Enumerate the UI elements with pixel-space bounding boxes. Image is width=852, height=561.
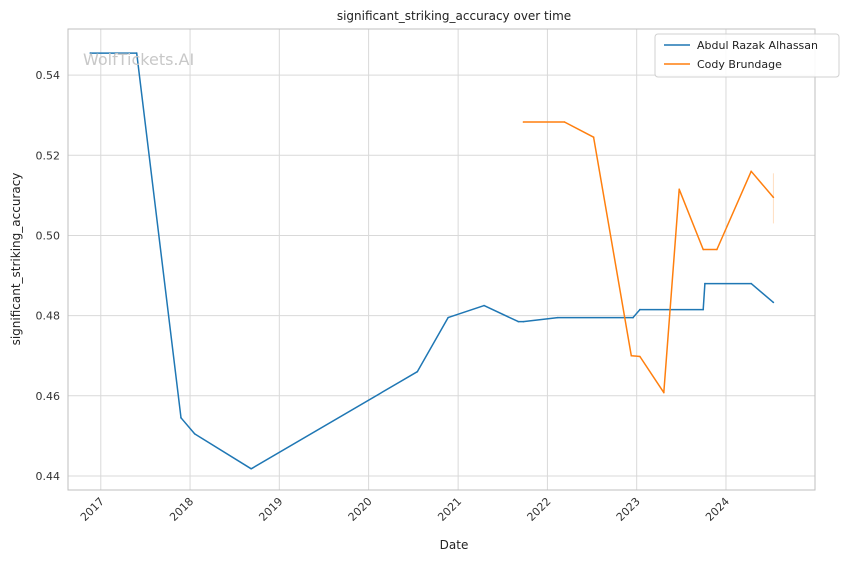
data-point-1-7 <box>702 248 705 251</box>
x-tick-label-2017: 2017 <box>78 495 107 524</box>
data-point-1-2 <box>592 136 595 139</box>
data-point-0-12 <box>639 308 641 311</box>
data-point-0-3 <box>193 433 196 435</box>
data-point-1-6 <box>678 188 681 191</box>
data-point-0-11 <box>632 316 634 319</box>
y-tick-label-0.44: 0.44 <box>36 470 61 483</box>
y-axis-ticks: 0.44 0.46 0.48 0.50 0.52 0.54 <box>36 69 61 483</box>
data-point-0-2 <box>180 417 182 419</box>
data-point-0-15 <box>750 282 752 285</box>
data-point-1-8 <box>716 248 718 251</box>
y-axis-label: significant_striking_accuracy <box>9 173 23 346</box>
data-point-0-13 <box>702 308 705 311</box>
y-tick-label-0.48: 0.48 <box>36 310 61 323</box>
data-point-0-14 <box>704 282 706 285</box>
x-axis-ticks: 2017 2018 2019 2020 2021 2022 2023 2024 <box>78 495 732 524</box>
data-point-1-4 <box>639 355 641 358</box>
data-point-0-16 <box>772 301 775 304</box>
data-point-0-10 <box>556 316 559 319</box>
data-point-1-10 <box>772 196 775 199</box>
data-point-0-0 <box>89 52 92 54</box>
data-point-0-8 <box>517 320 520 323</box>
legend: Abdul Razak Alhassan Cody Brundage <box>654 33 840 78</box>
data-point-0-6 <box>447 316 449 319</box>
data-point-1-3 <box>630 354 633 357</box>
x-tick-label-2020: 2020 <box>346 495 375 524</box>
x-tick-label-2023: 2023 <box>614 495 643 524</box>
x-tick-label-2021: 2021 <box>435 495 464 524</box>
plot-background <box>68 29 815 490</box>
plot-area <box>67 28 816 491</box>
data-point-1-1 <box>563 121 566 123</box>
series-lines <box>89 52 775 470</box>
legend-box <box>654 33 840 78</box>
watermark-text: WolfTickets.AI <box>83 50 194 69</box>
plot-frame <box>67 28 816 491</box>
x-tick-label-2019: 2019 <box>256 495 285 524</box>
y-tick-label-0.54: 0.54 <box>36 69 61 82</box>
data-point-0-1 <box>135 52 138 54</box>
legend-entry-1: Cody Brundage <box>697 58 782 71</box>
x-tick-label-2018: 2018 <box>167 495 196 524</box>
data-point-0-9 <box>522 320 525 323</box>
data-point-0-7 <box>483 304 485 307</box>
y-tick-label-0.46: 0.46 <box>36 390 61 403</box>
y-tick-label-0.52: 0.52 <box>36 149 61 162</box>
x-tick-label-2024: 2024 <box>703 495 732 524</box>
y-tick-label-0.50: 0.50 <box>36 229 61 242</box>
data-point-0-5 <box>416 370 419 373</box>
x-tick-label-2022: 2022 <box>525 495 554 524</box>
x-axis-label: Date <box>440 538 469 552</box>
data-point-1-5 <box>663 391 665 394</box>
chart-title: significant_striking_accuracy over time <box>337 9 571 23</box>
data-point-0-4 <box>250 467 253 470</box>
legend-entry-0: Abdul Razak Alhassan <box>697 39 818 52</box>
data-point-1-0 <box>522 121 525 123</box>
data-point-1-9 <box>750 170 752 173</box>
